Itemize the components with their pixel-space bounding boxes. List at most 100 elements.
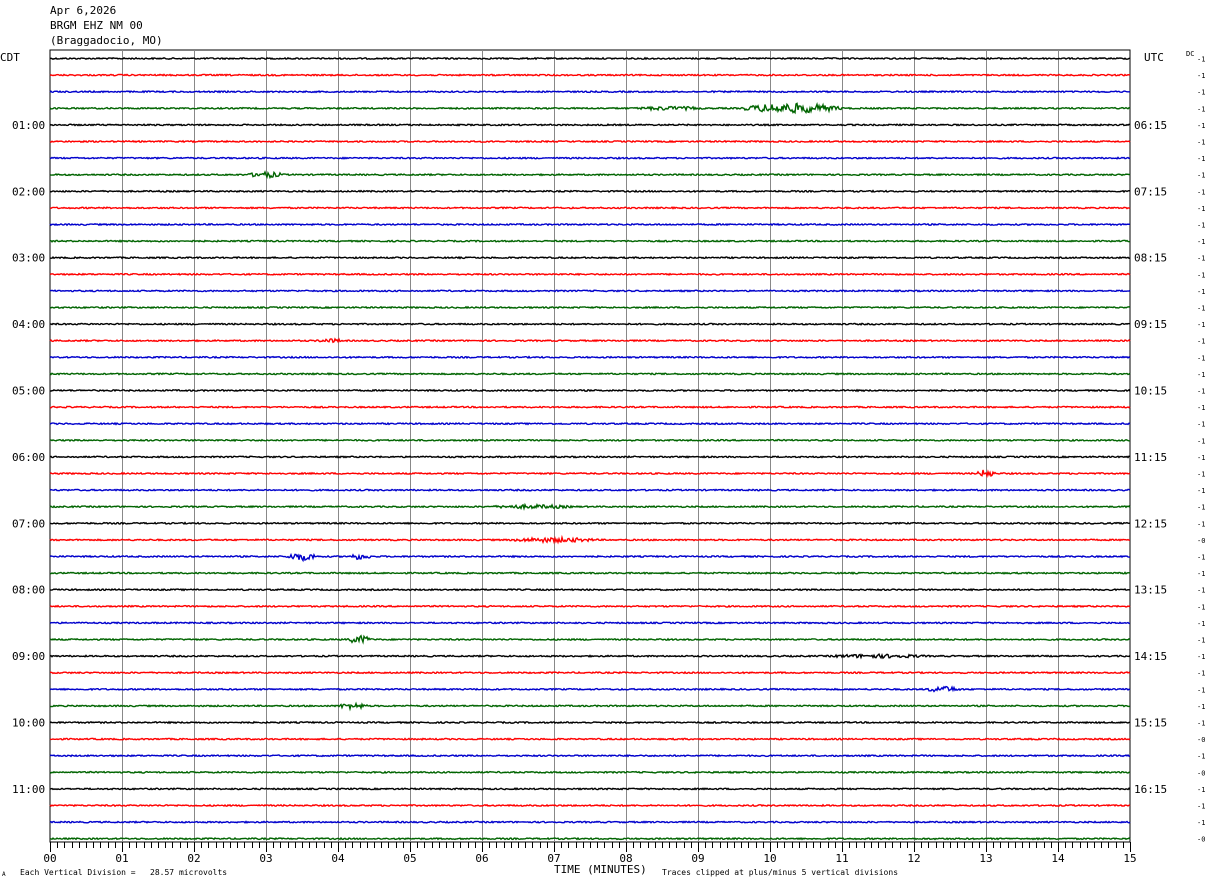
right-hour-label: 10:15	[1134, 385, 1167, 398]
right-hour-label: 06:15	[1134, 119, 1167, 132]
dc-offset-label: -0	[1197, 836, 1205, 844]
right-hour-label: 12:15	[1134, 517, 1167, 530]
dc-offset-label: -1	[1197, 354, 1205, 362]
dc-offset-label: -1	[1197, 487, 1205, 495]
dc-offset-label: -1	[1197, 587, 1205, 595]
trace-row	[49, 101, 1131, 115]
trace-row	[49, 604, 1131, 609]
dc-offset-label: -0	[1197, 736, 1205, 744]
left-hour-label: 07:00	[12, 517, 45, 530]
division-note: Each Vertical Division = 28.57 microvolt…	[20, 868, 228, 877]
dc-offset-label: -1	[1197, 338, 1205, 346]
trace-row	[49, 305, 1131, 310]
dc-offset-label: -1	[1197, 437, 1205, 445]
trace-row	[49, 337, 1131, 344]
trace-row	[49, 634, 1131, 645]
dc-offset-label: -1	[1197, 89, 1205, 97]
dc-offset-label: -1	[1197, 305, 1205, 313]
dc-offset-label: -1	[1197, 421, 1205, 429]
x-tick-label: 05	[403, 852, 416, 865]
dc-offset-label: -1	[1197, 471, 1205, 479]
trace-row	[49, 770, 1131, 775]
x-tick-label: 00	[43, 852, 56, 865]
trace-row	[49, 469, 1131, 479]
x-tick-label: 07	[547, 852, 560, 865]
left-hour-label: 06:00	[12, 451, 45, 464]
dc-offset-label: -1	[1197, 222, 1205, 230]
x-tick-label: 02	[187, 852, 200, 865]
x-tick-label: 14	[1051, 852, 1065, 865]
dc-offset-label: -1	[1197, 56, 1205, 64]
trace-row	[49, 189, 1131, 194]
x-tick-label: 04	[331, 852, 345, 865]
trace-row	[49, 455, 1131, 459]
dc-offset-label: -1	[1197, 238, 1205, 246]
x-axis: 00 01 02 03 04 05 06 07 08 09 10 11 12 13 14 15	[43, 842, 1137, 865]
dc-offset-label: -1	[1197, 72, 1205, 80]
dc-offset-label: -1	[1197, 786, 1205, 794]
header-date: Apr 6,2026	[50, 4, 117, 17]
dc-offset-label: -1	[1197, 105, 1205, 113]
trace-row	[49, 685, 1131, 693]
trace-row	[49, 571, 1131, 575]
right-hour-label: 16:15	[1134, 783, 1167, 796]
right-hour-label: 15:15	[1134, 717, 1167, 730]
trace-row	[49, 820, 1131, 824]
trace-row	[49, 405, 1131, 409]
clip-note: Traces clipped at plus/minus 5 vertical …	[662, 868, 899, 877]
left-zone-label: CDT	[0, 51, 20, 64]
dc-offset-label: -0	[1197, 537, 1205, 545]
trace-row	[49, 89, 1131, 94]
corner-mark: A	[2, 871, 6, 878]
dc-offset-label: -1	[1197, 321, 1205, 329]
right-hour-label: 13:15	[1134, 584, 1167, 597]
left-hour-label: 02:00	[12, 185, 45, 198]
header-station: BRGM EHZ NM 00	[50, 19, 143, 32]
dc-label: DC	[1186, 50, 1194, 58]
trace-row	[49, 438, 1131, 443]
trace-row	[49, 621, 1131, 625]
trace-row	[49, 388, 1131, 393]
dc-offset-label: -1	[1197, 686, 1205, 694]
dc-offset-label: -1	[1197, 371, 1205, 379]
trace-row	[49, 701, 1131, 712]
dc-offset-label: -1	[1197, 188, 1205, 196]
trace-group	[49, 56, 1131, 841]
trace-row	[49, 753, 1131, 758]
trace-row	[49, 222, 1131, 227]
trace-row	[49, 156, 1131, 160]
dc-offset-label: -1	[1197, 720, 1205, 728]
trace-row	[49, 322, 1131, 326]
trace-row	[49, 421, 1131, 426]
dc-offset-label: -1	[1197, 288, 1205, 296]
x-tick-label: 01	[115, 852, 128, 865]
trace-row	[49, 488, 1131, 492]
x-tick-label: 15	[1123, 852, 1136, 865]
left-hour-label: 04:00	[12, 318, 45, 331]
left-hour-label: 08:00	[12, 584, 45, 597]
trace-row	[49, 534, 1131, 545]
trace-row	[49, 73, 1131, 77]
dc-offset-label: -1	[1197, 404, 1205, 412]
trace-row	[49, 836, 1131, 841]
trace-row	[49, 787, 1131, 791]
dc-offset-label: -1	[1197, 139, 1205, 147]
right-hour-label: 14:15	[1134, 650, 1167, 663]
trace-row	[49, 255, 1131, 260]
dc-offset-label: -1	[1197, 504, 1205, 512]
right-hour-label: 08:15	[1134, 252, 1167, 265]
dc-offset-label: -1	[1197, 172, 1205, 180]
x-tick-label: 08	[619, 852, 632, 865]
dc-offset-label: -1	[1197, 520, 1205, 528]
trace-row	[49, 670, 1131, 675]
dc-offset-label: -1	[1197, 255, 1205, 263]
trace-row	[49, 239, 1131, 243]
hour-labels: -1 -1 -1 -1 -1 -1 -1 -1 -1 -1 -1 -1 -1 -1 -1 -1 -1 -1 -1 -1…	[12, 56, 1205, 844]
trace-row	[49, 289, 1131, 293]
dc-offset-label: -1	[1197, 637, 1205, 645]
dc-offset-label: -1	[1197, 271, 1205, 279]
trace-row	[49, 720, 1131, 725]
dc-offset-label: -1	[1197, 554, 1205, 562]
trace-row	[49, 803, 1131, 808]
